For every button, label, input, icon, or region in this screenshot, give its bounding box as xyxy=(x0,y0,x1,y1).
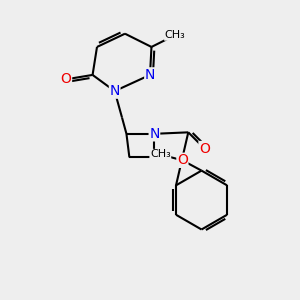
Text: O: O xyxy=(177,153,188,167)
Text: N: N xyxy=(145,68,155,82)
Text: O: O xyxy=(61,72,71,86)
Text: CH₃: CH₃ xyxy=(150,149,171,159)
Text: O: O xyxy=(199,142,210,155)
Text: CH₃: CH₃ xyxy=(165,30,185,40)
Text: N: N xyxy=(149,127,160,141)
Text: N: N xyxy=(110,84,120,98)
